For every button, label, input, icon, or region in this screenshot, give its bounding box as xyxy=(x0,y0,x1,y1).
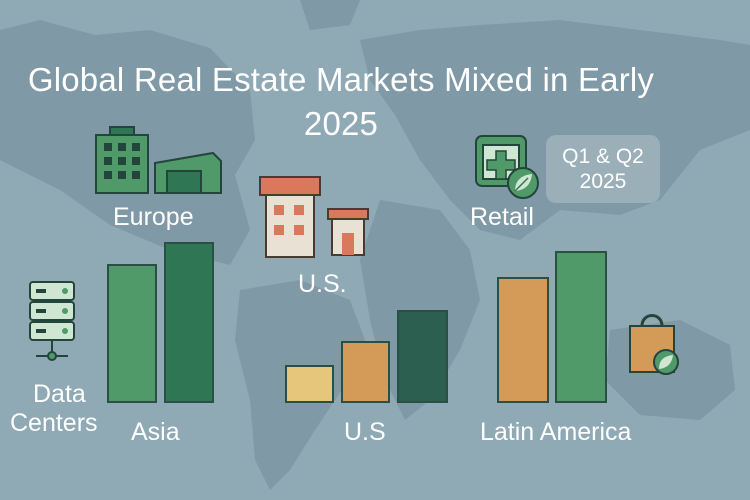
shopping-bag-icon xyxy=(629,314,679,375)
title-line-1: Global Real Estate Markets Mixed in Earl… xyxy=(27,61,655,98)
us-bar-3 xyxy=(397,310,448,403)
us-bar-2 xyxy=(341,341,390,403)
asia-label: Asia xyxy=(131,418,180,446)
latin-america-bar-2 xyxy=(555,251,607,403)
data-centers-label-line-2: Centers xyxy=(10,409,98,437)
warehouse-icon xyxy=(154,151,222,194)
asia-bar-2 xyxy=(164,242,214,403)
europe-label: Europe xyxy=(113,203,194,231)
retail-label: Retail xyxy=(470,203,534,231)
house-icon xyxy=(259,176,321,258)
page-title: Global Real Estate Markets Mixed in Earl… xyxy=(0,58,682,146)
latin-america-label: Latin America xyxy=(480,418,632,446)
us-top-label: U.S. xyxy=(298,270,347,298)
us-bar-1 xyxy=(285,365,334,403)
badge-line-2: 2025 xyxy=(579,170,627,193)
us-bottom-label: U.S xyxy=(344,418,386,446)
leaf-icon xyxy=(507,167,539,199)
title-line-2: 2025 xyxy=(303,105,379,142)
office-building-icon xyxy=(95,126,149,194)
data-centers-label-line-1: Data xyxy=(33,380,86,408)
small-house-icon xyxy=(327,208,369,256)
badge-line-1: Q1 & Q2 xyxy=(562,145,644,168)
asia-bar-1 xyxy=(107,264,157,403)
server-rack-icon xyxy=(29,281,75,361)
period-badge: Q1 & Q2 2025 xyxy=(546,135,660,203)
latin-america-bar-1 xyxy=(497,277,549,403)
